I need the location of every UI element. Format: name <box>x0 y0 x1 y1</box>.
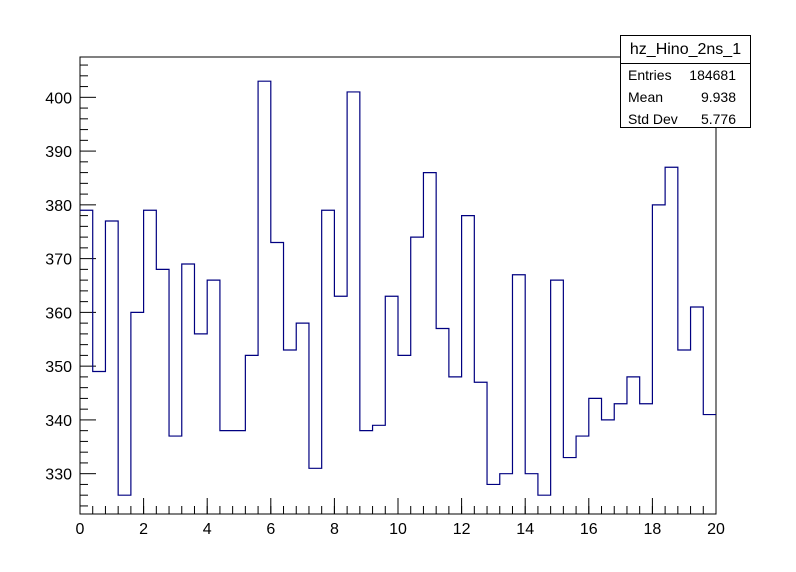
stats-value: 9.938 <box>700 89 736 105</box>
y-axis: 330 340 350 360 370 380 390 400 <box>45 64 96 507</box>
x-tick-label: 20 <box>707 521 725 538</box>
x-tick-label: 12 <box>453 521 471 538</box>
y-tick-label: 330 <box>45 467 72 484</box>
stats-title: hz_Hino_2ns_1 <box>621 36 750 64</box>
y-tick-label: 390 <box>45 144 72 161</box>
stats-value: 184681 <box>689 67 736 83</box>
x-tick-label: 6 <box>266 521 275 538</box>
x-tick-label: 16 <box>580 521 598 538</box>
y-tick-label: 380 <box>45 198 72 215</box>
y-tick-label: 340 <box>45 413 72 430</box>
y-tick-label: 400 <box>45 90 72 107</box>
x-tick-label: 18 <box>644 521 662 538</box>
y-tick-label: 370 <box>45 252 72 269</box>
stats-value: 5.776 <box>700 111 736 127</box>
stats-label: Std Dev <box>628 111 678 127</box>
x-tick-label: 0 <box>76 521 85 538</box>
x-tick-label: 8 <box>330 521 339 538</box>
stats-box: hz_Hino_2ns_1 Entries 184681 Mean 9.938 … <box>620 35 751 128</box>
stats-row-entries: Entries 184681 <box>621 64 750 86</box>
stats-row-mean: Mean 9.938 <box>621 86 750 108</box>
stats-label: Entries <box>628 67 672 83</box>
x-tick-label: 10 <box>389 521 407 538</box>
x-tick-label: 4 <box>203 521 212 538</box>
x-tick-label: 14 <box>516 521 534 538</box>
x-axis: 0 2 4 6 8 10 12 14 16 18 20 <box>76 498 725 538</box>
x-tick-label: 2 <box>139 521 148 538</box>
histogram-line <box>80 80 716 496</box>
stats-row-stddev: Std Dev 5.776 <box>621 108 750 130</box>
y-tick-label: 350 <box>45 359 72 376</box>
y-tick-label: 360 <box>45 305 72 322</box>
stats-label: Mean <box>628 89 664 105</box>
